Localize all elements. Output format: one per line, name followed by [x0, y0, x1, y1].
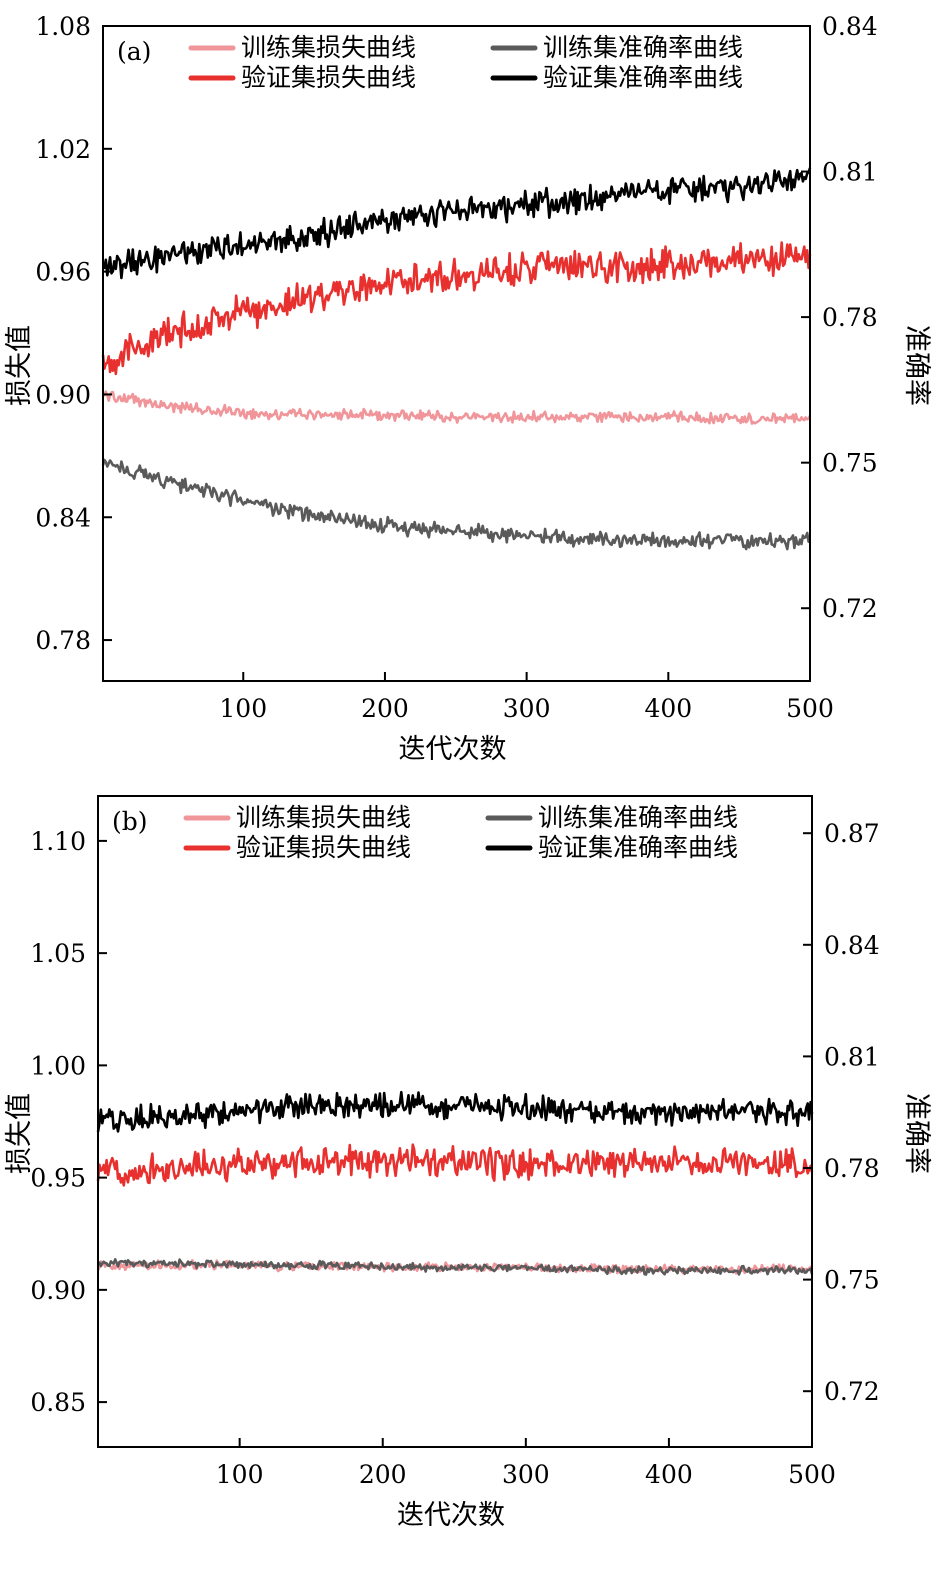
- chart-panel-b: 100 200 300 400 500 0.85 0.90 0.95 1.00 1.05 1.10 0…: [4, 795, 932, 1531]
- y-tick-label: 0.90: [35, 380, 91, 409]
- series-line-1: [102, 390, 812, 425]
- legend-entry: 训练集准确率曲线: [543, 33, 743, 62]
- series-line-2: [96, 1143, 814, 1187]
- y-axis-title: 损失值: [4, 1093, 35, 1174]
- plot-frame: [102, 25, 811, 682]
- legend-entry: 训练集准确率曲线: [538, 803, 738, 832]
- y2-tick-label: 0.81: [822, 158, 878, 187]
- series-line-3: [101, 458, 811, 551]
- x-tick-label: 100: [219, 694, 267, 723]
- y2-axis-title: 准确率: [901, 325, 932, 406]
- legend-entry: 验证集准确率曲线: [538, 833, 738, 862]
- x-tick-label: 400: [645, 1460, 693, 1489]
- y-tick-label: 0.96: [35, 258, 91, 287]
- series-line-4: [102, 167, 812, 280]
- plot-frame: [97, 795, 813, 1448]
- y2-tick-label: 0.75: [822, 449, 878, 478]
- y-tick-label: 1.05: [30, 939, 86, 968]
- series-line-2: [101, 241, 812, 376]
- x-tick-label: 400: [644, 694, 692, 723]
- x-tick-label: 500: [788, 1460, 836, 1489]
- y2-tick-label: 0.78: [822, 303, 878, 332]
- y-tick-label: 0.90: [30, 1276, 86, 1305]
- x-axis-title: 迭代次数: [399, 734, 507, 765]
- panel-label: (b): [112, 807, 148, 836]
- y2-tick-label: 0.72: [824, 1377, 880, 1406]
- legend-entry: 训练集损失曲线: [241, 33, 416, 62]
- legend-entry: 验证集准确率曲线: [543, 63, 743, 92]
- y-axis-title: 损失值: [4, 325, 35, 406]
- y2-tick-label: 0.81: [824, 1042, 880, 1071]
- y-tick-label: 0.85: [30, 1388, 86, 1417]
- y2-tick-label: 0.84: [822, 12, 878, 41]
- y-tick-label: 0.84: [35, 503, 91, 532]
- y-tick-label: 1.02: [35, 135, 91, 164]
- y-tick-label: 1.10: [30, 827, 86, 856]
- legend-entry: 训练集损失曲线: [236, 803, 411, 832]
- x-tick-label: 500: [786, 694, 834, 723]
- legend-entry: 验证集损失曲线: [241, 63, 416, 92]
- chart-panel-a: 100 200 300 400 500 0.78 0.84 0.90 0.96 1.02 1.08 0…: [4, 12, 932, 765]
- x-tick-label: 100: [216, 1460, 264, 1489]
- legend-entry: 验证集损失曲线: [236, 833, 411, 862]
- y-tick-label: 0.95: [30, 1164, 86, 1193]
- y2-tick-label: 0.72: [822, 594, 878, 623]
- panel-label: (a): [117, 37, 151, 66]
- y2-tick-label: 0.87: [824, 819, 880, 848]
- y2-tick-label: 0.75: [824, 1266, 880, 1295]
- y2-tick-label: 0.84: [824, 931, 880, 960]
- x-tick-label: 200: [359, 1460, 407, 1489]
- x-tick-label: 300: [502, 1460, 550, 1489]
- x-tick-label: 200: [361, 694, 409, 723]
- x-axis-title: 迭代次数: [397, 1500, 505, 1531]
- y-tick-label: 1.00: [30, 1051, 86, 1080]
- y2-axis-title: 准确率: [901, 1093, 932, 1174]
- series-line-3: [97, 1258, 814, 1276]
- y-tick-label: 1.08: [35, 12, 91, 41]
- series-line-4: [96, 1090, 814, 1133]
- y-tick-label: 0.78: [35, 626, 91, 655]
- x-tick-label: 300: [503, 694, 551, 723]
- y2-tick-label: 0.78: [824, 1154, 880, 1183]
